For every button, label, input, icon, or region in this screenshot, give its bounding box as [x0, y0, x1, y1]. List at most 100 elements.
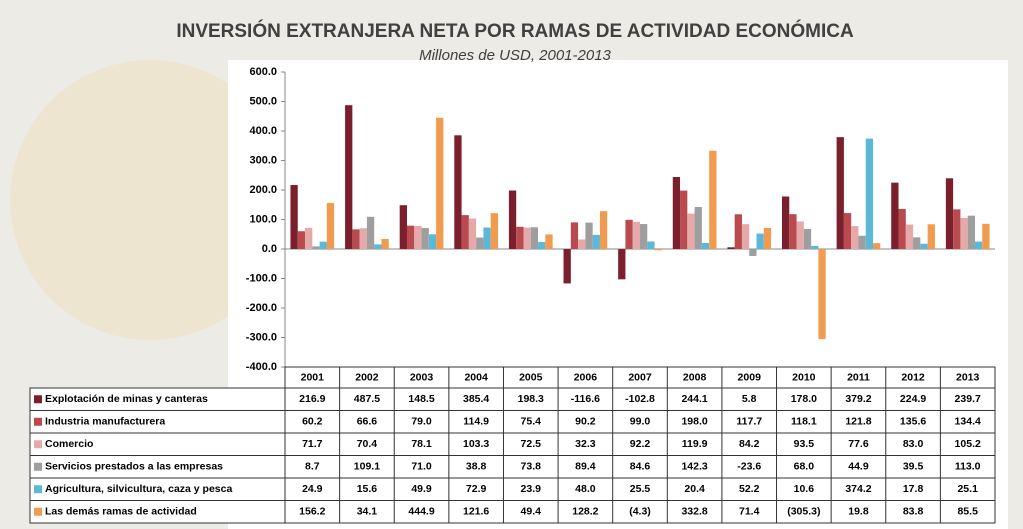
bar — [701, 242, 710, 249]
legend-label: Agricultura, silvicultura, caza y pesca — [45, 483, 232, 495]
y-tick-label: -300.0 — [246, 331, 277, 343]
table-cell: 79.0 — [411, 416, 432, 428]
legend-swatch — [34, 485, 42, 494]
table-cell: -23.6 — [737, 461, 761, 473]
table-cell: 72.5 — [521, 438, 542, 450]
bar — [578, 239, 586, 249]
bar — [516, 226, 524, 249]
bar — [763, 227, 772, 249]
bar — [625, 219, 633, 249]
x-tick-label: 2004 — [464, 371, 488, 383]
table-cell: 109.1 — [354, 461, 380, 473]
table-cell: 71.4 — [739, 506, 760, 518]
table-cell: 216.9 — [299, 393, 325, 405]
table-cell: 385.4 — [463, 393, 489, 405]
x-tick-label: 2009 — [738, 371, 762, 383]
table-cell: 117.7 — [736, 416, 762, 428]
table-cell: 118.1 — [791, 416, 817, 428]
table-cell: 8.7 — [305, 461, 320, 473]
table-cell: 38.8 — [466, 461, 487, 473]
x-tick-label: 2003 — [410, 371, 434, 383]
bar — [538, 241, 546, 249]
chart-subtitle: Millones de USD, 2001-2013 — [419, 47, 611, 64]
bar — [366, 216, 375, 249]
x-tick-label: 2012 — [901, 371, 925, 383]
table-cell: 44.9 — [848, 461, 869, 473]
x-tick-label: 2008 — [683, 371, 707, 383]
bar — [836, 137, 844, 249]
table-cell: -116.6 — [571, 393, 600, 405]
bar — [599, 211, 608, 249]
y-tick-label: 400.0 — [249, 125, 277, 137]
table-cell: 128.2 — [572, 506, 598, 518]
legend-swatch — [34, 507, 42, 516]
bar — [913, 237, 921, 249]
table-cell: 10.6 — [794, 483, 815, 495]
legend-swatch — [34, 417, 42, 426]
watermark — [10, 60, 290, 340]
table-cell: 121.8 — [845, 416, 871, 428]
bar — [967, 215, 975, 249]
table-cell: 135.6 — [900, 416, 926, 428]
table-cell: -102.8 — [625, 393, 655, 405]
table-cell: 49.4 — [521, 506, 542, 518]
table-cell: 60.2 — [302, 416, 323, 428]
y-tick-label: 0.0 — [262, 243, 277, 255]
table-cell: 66.6 — [357, 416, 378, 428]
bar — [563, 249, 571, 284]
table-cell: 83.8 — [903, 506, 924, 518]
bar — [476, 237, 484, 249]
bar — [454, 135, 462, 249]
bar — [873, 243, 881, 249]
x-tick-label: 2007 — [628, 371, 652, 383]
x-tick-label: 2005 — [519, 371, 543, 383]
x-tick-label: 2006 — [574, 371, 598, 383]
table-cell: 75.4 — [521, 416, 542, 428]
bar — [782, 196, 790, 249]
legend-swatch — [34, 462, 42, 471]
table-cell: 71.7 — [302, 438, 323, 450]
table-cell: 198.0 — [681, 416, 707, 428]
bar — [508, 190, 517, 249]
table-cell: 113.0 — [955, 461, 981, 473]
bar — [632, 221, 640, 249]
bar — [436, 117, 444, 249]
bar — [490, 213, 498, 249]
bar — [352, 229, 360, 249]
x-tick-label: 2001 — [301, 371, 325, 383]
table-cell: 32.3 — [575, 438, 596, 450]
table-cell: 198.3 — [518, 393, 544, 405]
x-tick-label: 2013 — [956, 371, 980, 383]
table-cell: 92.2 — [630, 438, 651, 450]
table-cell: 121.6 — [463, 506, 489, 518]
table-cell: 23.9 — [521, 483, 542, 495]
legend-swatch — [34, 395, 42, 404]
bar — [618, 249, 626, 280]
table-cell: 34.1 — [357, 506, 378, 518]
table-cell: (4.3) — [629, 506, 651, 518]
bar — [654, 249, 662, 251]
bar — [687, 213, 695, 249]
table-cell: 244.1 — [681, 393, 707, 405]
table-cell: 224.9 — [900, 393, 926, 405]
y-tick-label: 300.0 — [249, 154, 277, 166]
table-cell: 83.0 — [903, 438, 924, 450]
bar — [428, 234, 437, 249]
y-tick-label: 200.0 — [249, 184, 277, 196]
bar — [414, 225, 422, 249]
legend-label: Servicios prestados a las empresas — [45, 461, 223, 473]
table-cell: 487.5 — [354, 393, 380, 405]
table-cell: 52.2 — [739, 483, 760, 495]
bar — [468, 218, 477, 249]
table-cell: 25.1 — [957, 483, 978, 495]
bar — [843, 213, 852, 249]
table-cell: 90.2 — [575, 416, 596, 428]
bar — [319, 241, 327, 249]
bar — [818, 249, 826, 340]
table-cell: 239.7 — [955, 393, 981, 405]
table-cell: 49.9 — [411, 483, 432, 495]
table-cell: 379.2 — [845, 393, 871, 405]
bar — [789, 214, 797, 249]
bar — [305, 227, 313, 249]
